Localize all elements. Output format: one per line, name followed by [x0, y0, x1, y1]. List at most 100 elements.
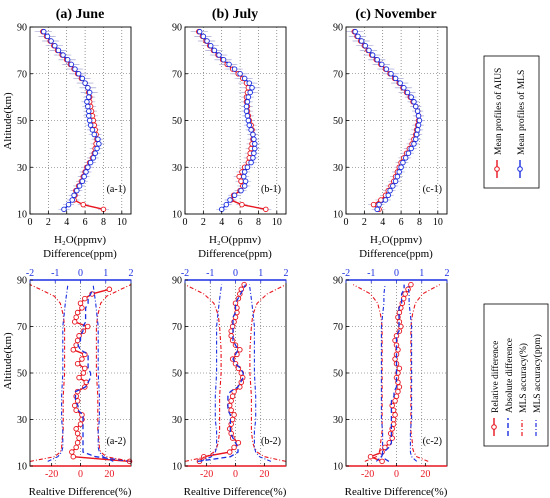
- p1-point: [87, 159, 94, 166]
- p2-point: [211, 47, 218, 54]
- p2-point: [226, 61, 232, 68]
- p3-ytick-label: 50: [333, 116, 343, 127]
- p2-ytick-label: 10: [172, 210, 182, 221]
- p1-point: [90, 155, 97, 161]
- p3-point: [382, 197, 389, 203]
- p3-point: [352, 28, 358, 35]
- p4-series-3-mirror: [95, 284, 132, 462]
- p4-top-xtick-label: 0: [78, 268, 83, 279]
- p3-ytick-label: 90: [333, 23, 343, 34]
- p1-point: [86, 113, 92, 119]
- p1-xtick-label: 10: [117, 217, 127, 228]
- p5-point: [226, 426, 233, 432]
- p5-series-4: [199, 284, 223, 462]
- p4-point: [74, 398, 81, 404]
- p3-point: [415, 113, 422, 119]
- p2-point: [241, 75, 248, 82]
- p4-point: [70, 347, 77, 353]
- p2-point: [243, 108, 250, 114]
- p6-ytick-label: 50: [333, 369, 343, 380]
- p2-ytick-label: 70: [172, 69, 182, 80]
- p6-point: [399, 300, 406, 307]
- p2-point: [241, 169, 248, 175]
- p3-point: [370, 201, 377, 208]
- p1-point: [100, 206, 107, 213]
- p2-point: [241, 173, 247, 180]
- legend-rel-label: Relative difference: [490, 341, 501, 413]
- p4-top-xtick-label: -1: [51, 268, 59, 279]
- p5-panel-label: (b-2): [261, 436, 281, 447]
- p3-point: [405, 150, 412, 156]
- p4-point: [80, 370, 87, 376]
- p3-point: [415, 122, 422, 128]
- p1-point: [48, 38, 54, 44]
- p1-ytick-label: 50: [17, 116, 27, 127]
- p3-point: [400, 159, 406, 166]
- p1-point: [91, 131, 98, 138]
- p1-point: [65, 201, 72, 208]
- p2-point: [238, 178, 244, 185]
- p3-point: [404, 89, 411, 96]
- legend-mls-marker: [517, 166, 523, 172]
- p1-point: [85, 103, 91, 110]
- p3-ytick-label: 70: [333, 69, 343, 80]
- p6-point: [392, 412, 398, 418]
- ylabel-top: Altitude(km): [2, 92, 14, 150]
- p1-point: [84, 99, 90, 105]
- p4-point: [76, 374, 82, 381]
- p6-point: [367, 453, 374, 460]
- p2-point: [207, 42, 214, 49]
- p2-xtick-label: 8: [256, 217, 261, 228]
- p2-point: [263, 206, 269, 213]
- p3-point: [392, 75, 399, 82]
- p4-top-xtick-label: 2: [129, 268, 134, 279]
- p6-top-xtick-label: 2: [445, 268, 450, 279]
- p4-point: [82, 295, 88, 302]
- p1-point: [86, 108, 92, 114]
- p1-panel-label: (a-1): [107, 184, 126, 195]
- p2-point: [246, 80, 253, 86]
- p3-point: [414, 127, 421, 133]
- xlabel-bottom-c: Realtive Difference(%): [345, 486, 448, 498]
- xlabel-diff-c: Difference(ppm): [359, 248, 433, 260]
- p3-ytick-label: 30: [333, 163, 343, 174]
- p2-xtick-label: 4: [219, 217, 224, 228]
- p6-point: [389, 426, 395, 432]
- legend-top: Mean profiles of AIUS Mean profiles of M…: [483, 55, 540, 189]
- p4-point: [76, 435, 82, 441]
- p4-point: [79, 305, 85, 311]
- p2-point: [220, 56, 227, 63]
- p6-point: [392, 398, 398, 404]
- p1-point: [86, 94, 92, 100]
- p3-point: [390, 183, 396, 189]
- legend-abs-label: Absolute difference: [504, 338, 515, 413]
- p4-xtick-label: -20: [45, 469, 58, 480]
- p4-point: [73, 407, 79, 413]
- p4-point: [84, 323, 91, 330]
- p4-point: [74, 337, 81, 344]
- p6-point: [408, 281, 414, 288]
- p5-top-xtick-label: 1: [258, 268, 263, 279]
- p5-series-4-mirror: [248, 284, 272, 462]
- p2-point: [238, 187, 244, 194]
- p5-ytick-label: 70: [172, 322, 182, 333]
- p4-point: [77, 300, 84, 307]
- p3-point: [376, 201, 382, 208]
- ylabel-bottom: Altitude(km): [2, 332, 14, 390]
- p2-point: [243, 103, 250, 110]
- p4-ytick-label: 10: [17, 462, 27, 473]
- p2-point: [244, 113, 251, 119]
- panel-title-june: (a) June: [56, 7, 105, 22]
- p1-xtick-label: 6: [83, 217, 88, 228]
- p3-point: [397, 80, 403, 86]
- xlabel-diff-a: Difference(ppm): [43, 248, 117, 260]
- p6-xtick-label: 20: [420, 469, 430, 480]
- p1-ytick-label: 10: [17, 210, 27, 221]
- p3-point: [401, 85, 407, 91]
- p2-point: [242, 178, 249, 185]
- p3-ytick-label: 10: [333, 210, 343, 221]
- p4-ytick-label: 50: [17, 369, 27, 380]
- p1-point: [92, 150, 98, 156]
- p1-point: [85, 164, 91, 170]
- xlabel-top-b: H₂O(ppmv): [209, 234, 261, 246]
